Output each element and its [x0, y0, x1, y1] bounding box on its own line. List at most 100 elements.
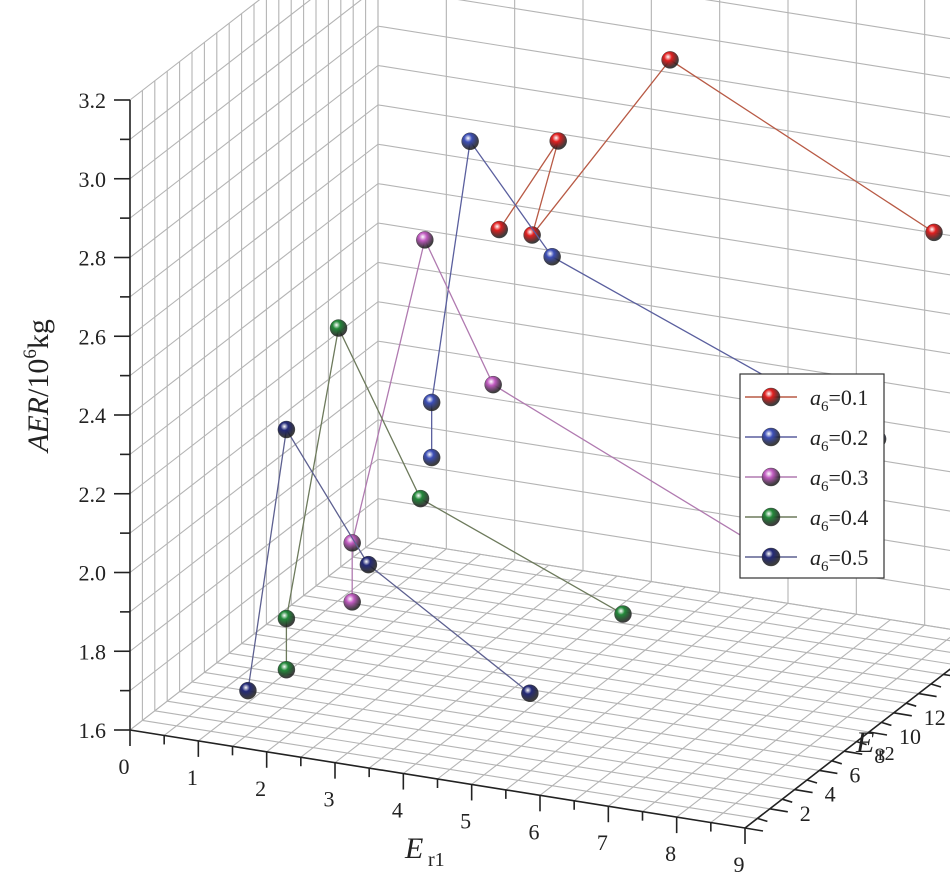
data-point — [521, 684, 539, 702]
x-tick-label: 0 — [119, 754, 130, 779]
legend-entry: a6=0.3 — [745, 465, 868, 495]
grid-line — [303, 595, 919, 695]
legend-label: a6=0.3 — [810, 465, 868, 495]
y-tick-label: 8 — [874, 743, 885, 768]
y-tick — [918, 692, 937, 698]
legend-marker — [761, 467, 781, 487]
grid-line — [179, 691, 795, 791]
grid-line — [129, 222, 379, 416]
series-0.5 — [239, 420, 539, 702]
data-point — [416, 231, 434, 249]
grid-line — [129, 0, 311, 140]
y-tick — [856, 740, 867, 746]
svg-text:r2: r2 — [878, 743, 895, 765]
grid-line — [204, 671, 820, 771]
grid-line — [377, 379, 950, 473]
y-axis-title: E r2 — [855, 726, 895, 765]
grid-line — [129, 0, 362, 180]
grid-line — [129, 419, 379, 613]
grid-line — [377, 537, 950, 630]
legend-marker — [761, 547, 781, 567]
grid-line — [353, 556, 950, 653]
grid-line — [377, 25, 950, 118]
grid-line — [377, 222, 950, 315]
x-tick-label: 6 — [529, 819, 540, 844]
x-tick-label: 4 — [392, 798, 403, 823]
legend-marker — [761, 507, 781, 527]
legend-entry: a6=0.2 — [745, 425, 868, 455]
grid-line — [315, 585, 932, 685]
data-point — [523, 226, 541, 244]
grid-line — [377, 104, 950, 197]
z-tick-label: 3.2 — [79, 88, 107, 113]
grid-line — [129, 458, 379, 652]
legend-entry: a6=0.1 — [745, 385, 868, 415]
z-axis-title: AER/106kg — [20, 319, 55, 454]
grid-line — [191, 681, 808, 781]
legend-marker — [761, 387, 781, 407]
data-point — [343, 593, 361, 611]
grid-line — [704, 0, 950, 40]
series-line — [285, 325, 624, 670]
y-tick — [943, 673, 950, 677]
grid-line — [129, 261, 379, 455]
series-line — [247, 427, 531, 694]
data-point — [277, 420, 296, 439]
grid-line — [278, 614, 894, 714]
legend-label: a6=0.5 — [810, 545, 868, 575]
y-tick — [930, 683, 942, 688]
grid-line — [129, 498, 379, 692]
grid-line — [340, 566, 950, 665]
svg-text:E: E — [855, 726, 874, 759]
data-point — [549, 132, 567, 150]
svg-text:E: E — [404, 832, 423, 865]
data-point — [277, 661, 296, 679]
grid-panes — [129, 0, 950, 829]
grid-line — [328, 575, 944, 675]
grid-line — [129, 340, 379, 534]
y-tick — [905, 702, 917, 707]
z-tick-label: 1.6 — [79, 718, 107, 743]
grid-line — [129, 65, 379, 258]
x-tick-label: 7 — [597, 830, 608, 855]
axes: 012345678924681012141618201.61.82.02.22.… — [79, 88, 950, 877]
grid-line — [457, 0, 950, 79]
x-tick-label: 3 — [324, 787, 335, 812]
grid-line — [365, 547, 950, 642]
data-point — [343, 534, 361, 552]
data-point — [411, 489, 430, 508]
y-tick — [868, 731, 888, 736]
grid-line — [216, 662, 832, 762]
z-tick-label: 2.4 — [79, 403, 107, 428]
grid-line — [129, 25, 379, 219]
grid-line — [377, 419, 950, 512]
data-point — [925, 223, 943, 242]
grid-line — [253, 633, 870, 733]
data-point — [329, 319, 348, 337]
data-point — [614, 605, 632, 623]
svg-text:AER/106kg: AER/106kg — [20, 319, 55, 454]
grid-line — [377, 183, 950, 276]
series-line — [498, 59, 935, 236]
grid-line — [129, 380, 379, 573]
y-tick — [769, 808, 788, 813]
y-tick — [844, 750, 863, 755]
legend-label: a6=0.4 — [810, 505, 868, 535]
legend-marker — [761, 427, 781, 447]
z-tick-label: 3.0 — [79, 167, 107, 192]
y-tick-label: 14 — [949, 686, 950, 711]
z-tick-label: 2.2 — [79, 482, 107, 507]
y-tick — [781, 798, 793, 803]
grid-line — [129, 104, 379, 298]
z-tick-label: 2.0 — [79, 561, 107, 586]
grid-line — [154, 710, 770, 810]
x-tick-label: 5 — [460, 808, 471, 833]
grid-line — [129, 183, 379, 377]
data-point — [422, 393, 441, 412]
grid-line — [266, 623, 882, 723]
x-tick-label: 1 — [187, 765, 198, 790]
legend-label: a6=0.2 — [810, 425, 868, 455]
y-tick — [881, 721, 892, 727]
grid-line — [291, 604, 907, 704]
